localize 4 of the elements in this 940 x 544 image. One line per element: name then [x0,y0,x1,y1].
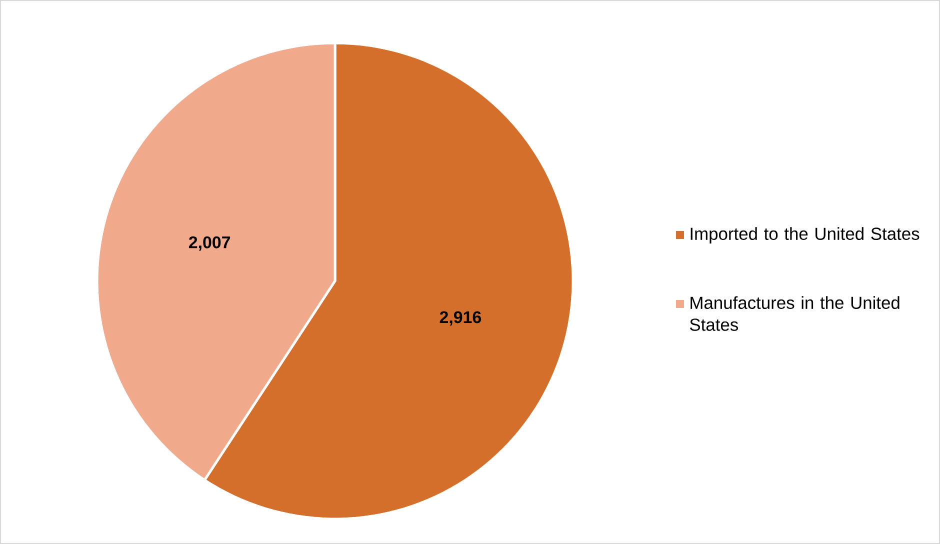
data-label: 2,007 [188,236,230,251]
data-label: 2,916 [440,311,482,326]
legend-label: Imported to the United States [690,227,920,244]
legend-label: Manufactures in the United States [690,296,900,331]
